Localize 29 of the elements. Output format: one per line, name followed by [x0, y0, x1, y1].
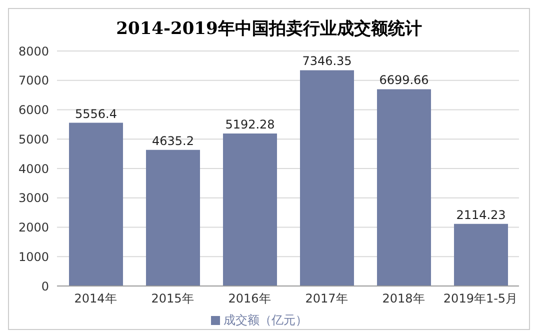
bar	[377, 89, 431, 286]
data-label: 5192.28	[225, 117, 275, 132]
x-tick-label: 2016年	[228, 292, 271, 306]
bar	[300, 70, 354, 286]
y-tick-label: 7000	[18, 74, 49, 88]
data-label: 2114.23	[456, 208, 506, 222]
y-tick-label: 1000	[18, 250, 49, 264]
legend-label: 成交额（亿元）	[224, 313, 308, 327]
bar	[454, 224, 508, 286]
x-tick-label: 2019年1-5月	[443, 292, 518, 306]
chart-title: 2014-2019年中国拍卖行业成交额统计	[115, 18, 423, 41]
y-tick-label: 5000	[18, 132, 49, 146]
x-tick-label: 2017年	[305, 292, 348, 306]
x-tick-label: 2018年	[382, 292, 425, 306]
bar	[69, 122, 123, 286]
y-tick-label: 4000	[18, 162, 49, 176]
y-tick-label: 2000	[18, 220, 49, 235]
x-tick-label: 2015年	[151, 292, 194, 306]
data-label: 7346.35	[302, 54, 352, 68]
y-tick-label: 6000	[18, 103, 49, 118]
y-tick-label: 0	[41, 279, 49, 294]
y-tick-label: 3000	[18, 191, 49, 206]
data-label: 4635.2	[152, 134, 194, 148]
data-label: 6699.66	[379, 73, 429, 88]
data-label: 5556.4	[75, 106, 117, 121]
bar	[146, 150, 200, 286]
bar	[223, 133, 277, 286]
y-tick-label: 8000	[18, 44, 49, 58]
x-tick-label: 2014年	[74, 292, 117, 306]
